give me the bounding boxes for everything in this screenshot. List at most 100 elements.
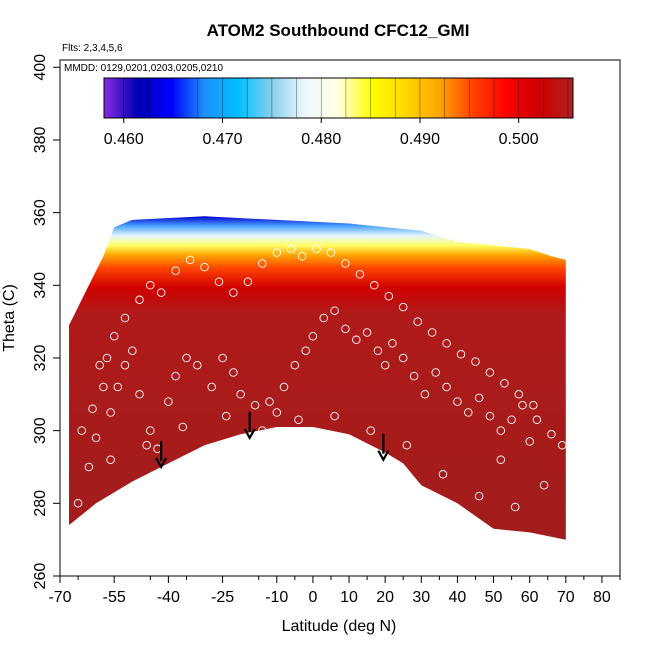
colorbar-tick-label: 0.490 [400,131,440,148]
data-point [109,331,119,341]
y-tick-label: 320 [32,345,49,372]
data-point [420,390,430,399]
data-point [229,368,238,377]
x-tick-label: 80 [593,589,611,606]
data-point [518,400,527,410]
data-point [135,295,144,305]
x-tick-label: -40 [157,589,180,606]
data-point [341,324,350,334]
y-tick-label: 300 [32,417,49,444]
data-point [214,277,224,286]
data-point [279,382,289,392]
data-point [99,382,108,392]
plot-area [66,216,567,540]
colorbar-ticks: 0.460 0.470 0.480 0.490 0.500 [104,78,569,148]
marker-arrows [155,411,390,470]
data-points [66,244,567,534]
y-tick-label: 360 [32,199,49,226]
data-point [510,502,520,512]
data-point [474,491,484,501]
data-point [557,440,567,450]
x-tick-label: 60 [521,589,539,606]
data-point [398,353,408,363]
data-point [330,306,339,315]
x-tick-label: -70 [48,589,71,606]
data-point [73,499,83,508]
data-point [286,244,296,254]
data-point [95,360,104,370]
flights-note: Flts: 2,3,4,5,6 [62,43,123,54]
data-point [272,248,282,257]
data-point [106,408,115,417]
data-point [398,302,408,312]
data-point [301,346,310,355]
data-point [207,382,216,392]
colorbar-tick-label: 0.460 [104,131,144,148]
data-point [156,288,166,297]
data-point [120,313,130,323]
data-point [373,346,383,355]
data-point [243,277,253,286]
data-point [438,470,448,479]
data-point [500,379,509,388]
data-point [200,262,209,272]
data-point [77,426,86,435]
data-point [308,331,318,341]
data-point [146,281,155,290]
x-tick-label: 50 [485,589,503,606]
data-point [370,281,379,290]
data-point [341,259,350,268]
data-point [135,390,144,399]
data-field [69,216,566,540]
data-point [182,353,191,363]
data-point [221,411,231,421]
data-point [290,360,300,370]
data-point [250,400,260,410]
x-tick-label: 0 [308,589,317,606]
data-point [384,291,394,301]
chart-title: ATOM2 Southbound CFC12_GMI [207,21,470,40]
data-point [229,288,238,297]
data-point [297,251,307,261]
x-tick-label: -25 [211,589,234,606]
data-point [120,360,130,370]
data-point [388,339,397,348]
colorbar: 0.460 0.470 0.480 0.490 0.500 [103,77,574,148]
data-point [514,390,524,399]
data-point [380,360,390,370]
data-point [193,360,202,370]
data-point [529,400,538,410]
data-point [539,480,549,490]
data-point [496,426,506,435]
data-point [258,426,267,435]
data-point [485,368,495,377]
data-point [236,390,245,399]
arrow-head [243,428,256,441]
x-tick-label: -10 [265,589,288,606]
data-point [352,335,361,345]
data-point [442,382,451,392]
x-tick-label: 20 [376,589,394,606]
data-point [265,397,274,406]
y-axis-label: Theta (C) [1,284,18,352]
y-tick-label: 400 [32,54,49,81]
y-tick-label: 260 [32,563,49,590]
x-tick-label: -55 [103,589,126,606]
data-point [91,433,101,443]
data-point [471,357,480,366]
data-point [272,408,282,417]
data-point [84,462,94,472]
data-point [431,368,440,377]
y-tick-label: 280 [32,490,49,517]
data-point [413,317,422,326]
data-point [326,248,336,257]
x-axis: -70 -55 -40 -25 -10 0 10 20 30 40 50 60 70 80 [48,576,621,606]
x-tick-label: 10 [340,589,358,606]
data-point [102,353,112,363]
y-tick-label: 340 [32,272,49,299]
y-axis: 260 280 300 320 340 360 380 400 [32,54,60,590]
plot-frame [59,59,621,577]
data-point [409,371,419,381]
y-tick-label: 380 [32,126,49,153]
